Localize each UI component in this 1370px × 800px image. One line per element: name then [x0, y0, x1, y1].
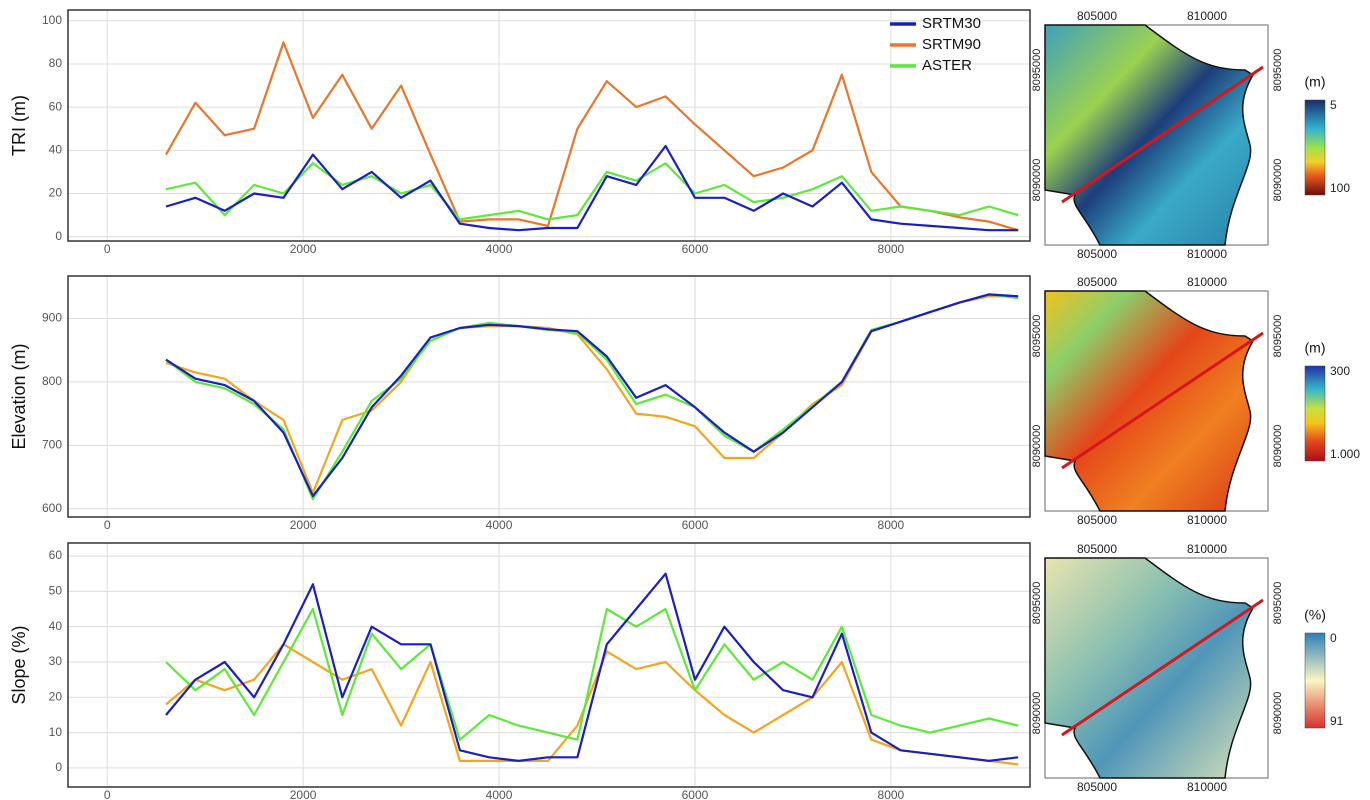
x-tick-label: 8000: [878, 242, 905, 256]
x-tick-label: 0: [104, 242, 111, 256]
colorbar-title: (m): [1305, 74, 1326, 90]
legend-label: SRTM90: [922, 36, 981, 53]
map-x-tick-label: 805000: [1077, 275, 1117, 289]
map-x-tick-label: 810000: [1187, 513, 1227, 527]
y-tick-label: 40: [49, 619, 63, 633]
map-y-tick-label: 8090000: [1272, 159, 1284, 202]
x-tick-label: 4000: [486, 518, 513, 532]
map-y-tick-label: 8090000: [1031, 425, 1043, 468]
y-tick-label: 900: [42, 311, 62, 325]
x-tick-label: 2000: [290, 518, 317, 532]
colorbar-title: (m): [1305, 340, 1326, 356]
plot-area: [68, 276, 1030, 517]
y-tick-label: 80: [49, 56, 63, 70]
y-tick-label: 20: [49, 689, 63, 703]
colorbar-label: 100: [1330, 181, 1350, 195]
y-tick-label: 0: [55, 229, 62, 243]
map-y-tick-label: 8095000: [1031, 315, 1043, 358]
map-y-tick-label: 8090000: [1272, 425, 1284, 468]
x-tick-label: 6000: [682, 242, 709, 256]
x-tick-label: 6000: [682, 518, 709, 532]
x-tick-label: 2000: [290, 788, 317, 800]
y-tick-label: 600: [42, 501, 62, 515]
colorbar-label: 91: [1330, 714, 1344, 728]
map-y-tick-label: 8095000: [1272, 315, 1284, 358]
y-tick-label: 50: [49, 584, 63, 598]
colorbar: [1305, 366, 1325, 461]
y-axis-label: Slope (%): [9, 625, 29, 704]
colorbar: [1305, 100, 1325, 195]
legend-label: ASTER: [922, 57, 972, 74]
x-tick-label: 4000: [486, 242, 513, 256]
map-x-tick-label: 805000: [1077, 780, 1117, 794]
colorbar-label: 1.000: [1330, 447, 1360, 461]
y-tick-label: 800: [42, 374, 62, 388]
map-y-tick-label: 8090000: [1031, 159, 1043, 202]
colorbar-label: 0: [1330, 631, 1337, 645]
y-tick-label: 40: [49, 142, 63, 156]
y-tick-label: 700: [42, 438, 62, 452]
map-x-tick-label: 810000: [1187, 542, 1227, 556]
plot-area: [68, 543, 1030, 787]
map-x-tick-label: 805000: [1077, 9, 1117, 23]
y-tick-label: 60: [49, 548, 63, 562]
map-y-tick-label: 8090000: [1272, 692, 1284, 735]
map-x-tick-label: 810000: [1187, 780, 1227, 794]
y-axis-label: TRI (m): [9, 95, 29, 156]
y-tick-label: 30: [49, 654, 63, 668]
x-tick-label: 6000: [682, 788, 709, 800]
map-y-tick-label: 8095000: [1031, 49, 1043, 92]
x-tick-label: 8000: [878, 788, 905, 800]
y-tick-label: 20: [49, 186, 63, 200]
x-tick-label: 0: [104, 518, 111, 532]
x-tick-label: 4000: [486, 788, 513, 800]
y-tick-label: 60: [49, 99, 63, 113]
map-x-tick-label: 805000: [1077, 513, 1117, 527]
figure: 02000400060008000020406080100TRI (m)SRTM…: [0, 0, 1370, 800]
map-x-tick-label: 810000: [1187, 9, 1227, 23]
map-x-tick-label: 810000: [1187, 275, 1227, 289]
legend-label: SRTM30: [922, 15, 981, 32]
colorbar-label: 5: [1330, 98, 1337, 112]
map-y-tick-label: 8090000: [1031, 692, 1043, 735]
x-tick-label: 8000: [878, 518, 905, 532]
x-tick-label: 0: [104, 788, 111, 800]
y-tick-label: 0: [55, 760, 62, 774]
map-x-tick-label: 805000: [1077, 542, 1117, 556]
y-tick-label: 100: [42, 13, 62, 27]
map-x-tick-label: 805000: [1077, 247, 1117, 261]
colorbar-title: (%): [1304, 607, 1326, 623]
map-y-tick-label: 8095000: [1272, 582, 1284, 625]
x-tick-label: 2000: [290, 242, 317, 256]
colorbar-label: 300: [1330, 364, 1350, 378]
colorbar: [1305, 633, 1325, 728]
map-y-tick-label: 8095000: [1031, 582, 1043, 625]
map-y-tick-label: 8095000: [1272, 49, 1284, 92]
y-axis-label: Elevation (m): [9, 343, 29, 449]
map-x-tick-label: 810000: [1187, 247, 1227, 261]
y-tick-label: 10: [49, 725, 63, 739]
